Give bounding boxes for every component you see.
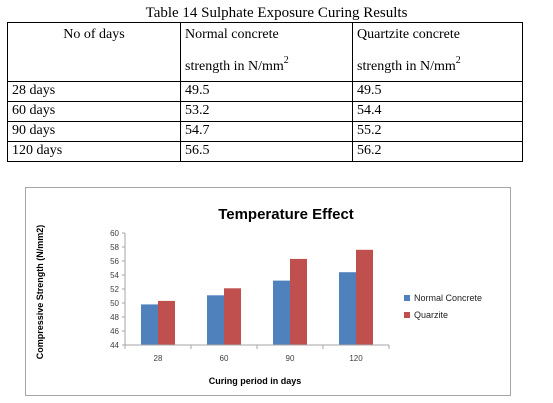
cell-quartzite: 56.2 (352, 141, 523, 162)
y-tick-label: 46 (110, 327, 119, 336)
cell-days: 120 days (7, 141, 181, 162)
cell-normal: 49.5 (180, 81, 353, 102)
header-normal-unit: strength in N/mm (185, 59, 284, 74)
table-header-row: No of days Normal concrete strength in N… (7, 22, 523, 82)
plot-area: 44 46 48 50 52 54 56 58 60 28 60 90 120 (110, 229, 390, 363)
chart-frame: Temperature Effect Compressive Strength … (25, 187, 511, 396)
cell-normal: 54.7 (180, 121, 353, 142)
table-row: 60 days 53.2 54.4 (7, 101, 523, 122)
bar-chart: Temperature Effect Compressive Strength … (35, 206, 482, 386)
bar-normal-concrete (273, 280, 290, 345)
y-tick-label: 58 (110, 243, 119, 252)
header-days: No of days (7, 22, 181, 82)
x-tick-label: 60 (220, 354, 229, 363)
header-normal: Normal concrete strength in N/mm2 (180, 22, 353, 82)
y-tick-label: 44 (110, 341, 119, 350)
y-tick-label: 60 (110, 229, 119, 238)
cell-days: 60 days (7, 101, 181, 122)
bar-normal-concrete (207, 295, 224, 345)
table-row: 28 days 49.5 49.5 (7, 81, 523, 102)
header-quartzite-sup: 2 (455, 55, 461, 66)
cell-days: 90 days (7, 121, 181, 142)
y-tick-label: 52 (110, 285, 119, 294)
y-tick-label: 54 (110, 271, 119, 280)
x-tick-label: 120 (349, 354, 363, 363)
header-quartzite-unit: strength in N/mm (357, 59, 456, 74)
legend-swatch (404, 312, 410, 318)
chart-title: Temperature Effect (218, 206, 354, 223)
bar-normal-concrete (339, 272, 356, 345)
bar-quarzite (224, 288, 241, 345)
cell-quartzite: 55.2 (352, 121, 523, 142)
header-normal-line1: Normal concrete (185, 27, 279, 42)
chart-legend: Normal Concrete Quarzite (404, 293, 482, 320)
header-quartzite: Quartzite concrete strength in N/mm2 (352, 22, 523, 82)
header-quartzite-line1: Quartzite concrete (357, 27, 460, 42)
cell-quartzite: 54.4 (352, 101, 523, 122)
header-quartzite-line2: strength in N/mm2 (357, 55, 518, 76)
header-normal-sup: 2 (283, 55, 289, 66)
bar-normal-concrete (141, 304, 158, 345)
y-axis-title: Compressive Strength (N/mm2) (35, 225, 45, 360)
legend-label: Quarzite (414, 310, 448, 320)
cell-normal: 53.2 (180, 101, 353, 122)
legend-label: Normal Concrete (414, 293, 482, 303)
x-tick-label: 28 (154, 354, 163, 363)
y-tick-label: 48 (110, 313, 119, 322)
legend-swatch (404, 295, 410, 301)
cell-days: 28 days (7, 81, 181, 102)
y-tick-label: 56 (110, 257, 119, 266)
bar-quarzite (158, 300, 175, 345)
x-tick-label: 90 (286, 354, 295, 363)
table-row: 120 days 56.5 56.2 (7, 141, 523, 162)
table-caption: Table 14 Sulphate Exposure Curing Result… (145, 5, 408, 21)
cell-quartzite: 49.5 (352, 81, 523, 102)
bar-quarzite (290, 258, 307, 345)
cell-normal: 56.5 (180, 141, 353, 162)
x-axis-title: Curing period in days (209, 376, 302, 386)
bar-quarzite (356, 249, 373, 345)
table-row: 90 days 54.7 55.2 (7, 121, 523, 142)
header-days-label: No of days (63, 27, 125, 42)
header-normal-line2: strength in N/mm2 (185, 55, 348, 76)
y-tick-label: 50 (110, 299, 119, 308)
results-table: No of days Normal concrete strength in N… (7, 22, 523, 162)
